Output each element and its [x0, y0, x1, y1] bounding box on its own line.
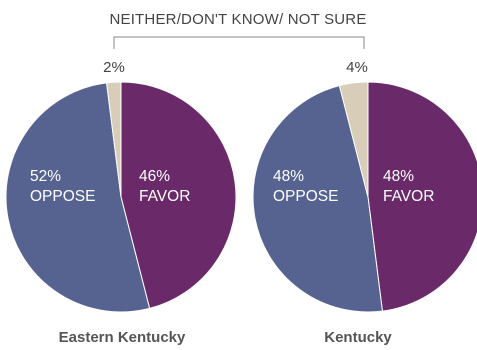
kentucky-favor-label: FAVOR: [383, 188, 434, 205]
kentucky-oppose-pct: 48%: [273, 168, 304, 185]
eastern-kentucky-oppose-pct: 52%: [30, 168, 61, 185]
eastern-kentucky-slice-favor: [120, 81, 237, 309]
eastern-kentucky-neutral-pct: 2%: [103, 59, 125, 76]
eastern-kentucky-title: Eastern Kentucky: [59, 329, 186, 346]
kentucky-slice-favor: [367, 81, 477, 312]
kentucky-neutral-pct: 4%: [346, 59, 368, 76]
eastern-kentucky-favor-label: FAVOR: [139, 188, 190, 205]
eastern-kentucky-oppose-label: OPPOSE: [30, 188, 95, 205]
neutral-bracket: [113, 36, 365, 49]
kentucky-favor-pct: 48%: [383, 168, 414, 185]
kentucky-slice-oppose: [252, 85, 383, 313]
kentucky-title: Kentucky: [324, 329, 392, 346]
neutral-category-label: NEITHER/DON'T KNOW/ NOT SURE: [109, 11, 366, 28]
eastern-kentucky-slice-neutral: [106, 81, 122, 198]
kentucky-oppose-label: OPPOSE: [273, 188, 338, 205]
eastern-kentucky-favor-pct: 46%: [139, 168, 170, 185]
kentucky-slice-neutral: [338, 81, 369, 198]
pie-kentucky: [252, 81, 477, 313]
pie-eastern-kentucky: [5, 81, 237, 313]
